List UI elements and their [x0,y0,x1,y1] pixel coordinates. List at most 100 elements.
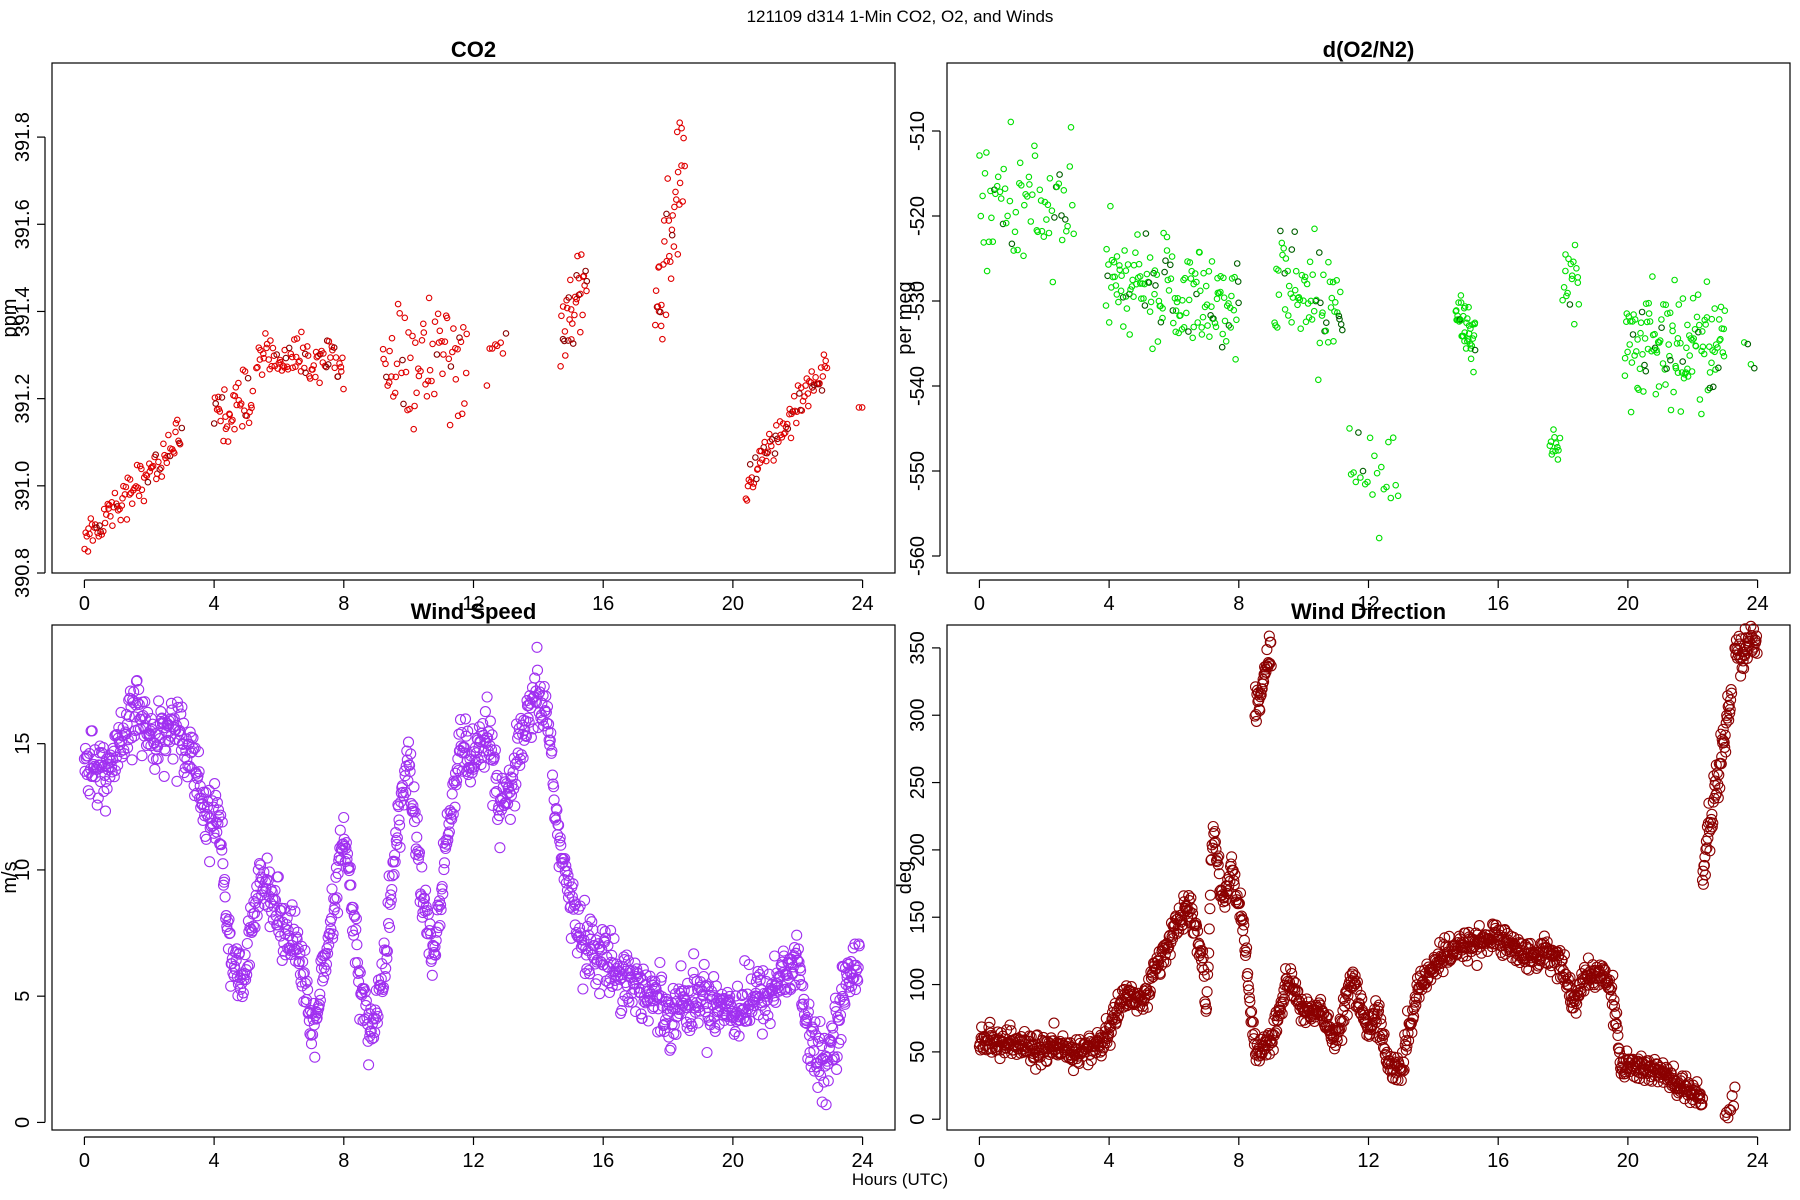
data-point [138,465,145,473]
data-point [338,811,350,824]
data-point [118,502,126,509]
data-point [1713,769,1725,781]
data-point [440,842,452,855]
data-point [1272,322,1279,329]
data-point [327,354,334,361]
data-point [1221,317,1229,325]
data-point [249,387,257,395]
panel-3-x-tick-label: 24 [1746,1150,1768,1172]
data-point [1336,1034,1348,1046]
data-point [430,390,438,398]
data-point [1048,1017,1060,1029]
data-point [417,367,424,375]
data-point [674,251,682,258]
data-point [1255,689,1267,701]
panel-1-y-tick-label: -560 [907,536,929,576]
data-point [1290,977,1302,989]
data-point [82,750,94,762]
data-point [1548,451,1556,458]
data-point [1621,354,1629,362]
data-point [538,720,550,732]
data-point [1337,320,1345,328]
data-point [1328,294,1336,302]
data-point [171,449,178,457]
data-point [1296,296,1304,304]
data-point [1104,272,1111,280]
data-point [223,423,231,430]
data-point [410,425,418,433]
data-point [751,971,763,983]
data-point [1203,923,1215,935]
data-point [802,1006,814,1018]
data-point [1284,267,1291,275]
data-point [1180,323,1188,331]
data-point [977,212,985,220]
data-point [1288,246,1296,253]
data-point [239,422,246,430]
panel-0-x-tick-label: 8 [338,593,349,615]
data-point [1286,967,1298,979]
data-point [1233,316,1240,324]
data-point [510,778,522,790]
data-point [348,929,360,941]
data-point [157,464,165,472]
data-point [1104,1039,1116,1051]
data-point [406,405,413,413]
data-point [568,320,576,327]
data-point [331,364,339,372]
data-point [1662,381,1669,388]
data-point [541,717,553,729]
data-point [172,428,179,436]
data-point [560,337,568,345]
data-point [285,344,293,352]
data-point [1679,295,1687,302]
data-point [1159,304,1166,312]
data-point [1562,973,1574,985]
panel-2-x-tick-label: 0 [79,1150,90,1172]
data-point [174,416,181,424]
data-point [1717,303,1725,311]
data-point [801,1017,813,1030]
data-point [818,387,826,394]
data-point [401,745,413,757]
data-point [408,781,420,793]
data-point [1645,299,1652,307]
data-point [467,723,479,735]
data-point [381,952,393,965]
data-point [575,927,587,939]
data-point [543,718,555,730]
data-point [302,369,309,377]
data-point [456,334,463,342]
data-point [771,450,779,457]
data-point [1696,874,1709,886]
panel-3-y-tick-label: 150 [907,901,929,934]
data-point [1266,1036,1278,1049]
data-point [1546,442,1554,450]
data-point [1113,253,1121,260]
data-point [1560,283,1568,291]
data-point [287,350,295,358]
data-point [1408,1010,1420,1022]
data-point [132,697,144,709]
panel-2-x-tick-label: 8 [338,1150,349,1172]
data-point [1199,998,1211,1010]
data-point [1041,1055,1053,1067]
data-point [1168,253,1176,260]
data-point [746,460,754,468]
data-point [1574,273,1582,281]
data-point [181,753,193,765]
panel-3-x-tick-label: 0 [974,1150,985,1172]
data-point [425,928,437,940]
data-point [519,730,531,742]
data-point [819,373,827,380]
data-point [215,393,222,401]
data-point [391,838,403,850]
data-point [438,864,450,876]
data-point [431,926,443,938]
data-point [1631,352,1638,359]
data-point [1226,851,1238,863]
data-point [1658,324,1665,332]
data-point [1016,159,1024,167]
data-point [602,940,614,952]
data-point [710,980,722,992]
